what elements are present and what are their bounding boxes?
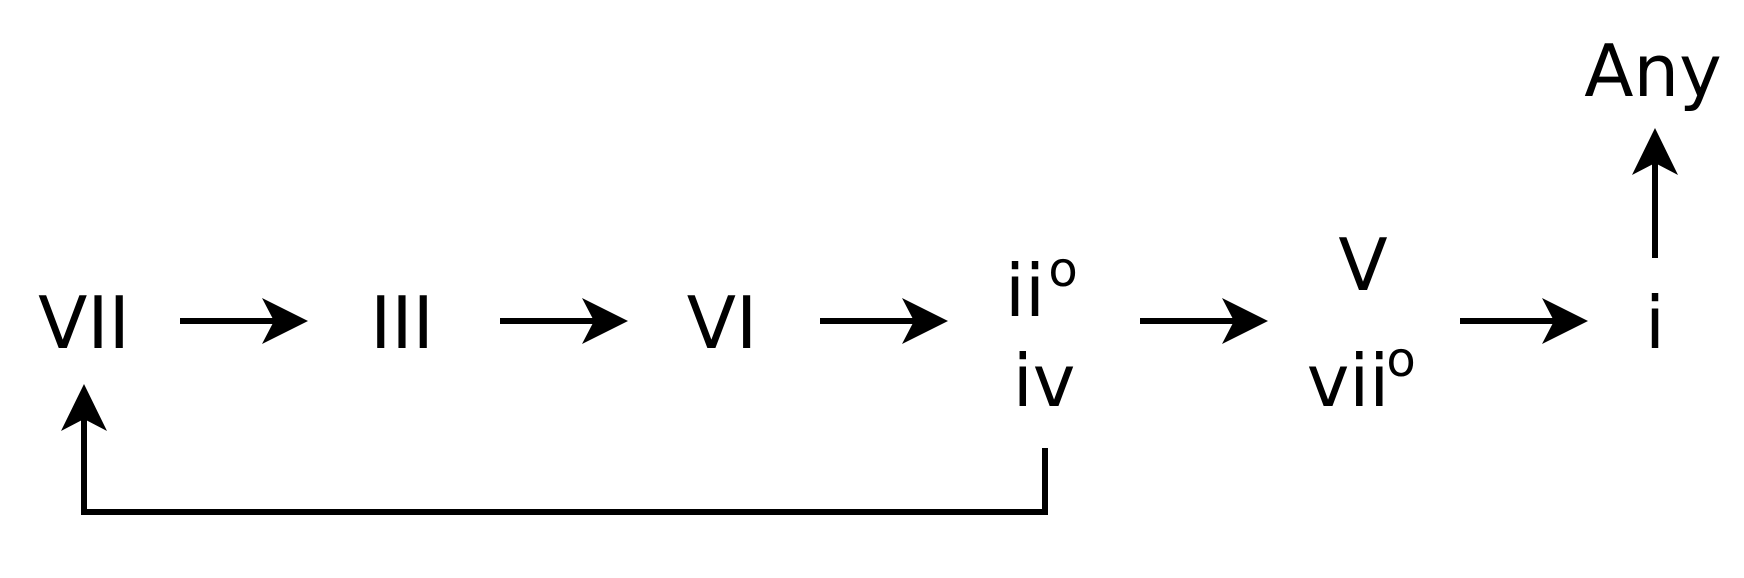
edge-vi-to-ii-iv: [820, 298, 948, 344]
node-iv-minor: iv: [1013, 339, 1076, 423]
node-iii-major: III: [370, 281, 434, 365]
node-vii-major: VII: [38, 281, 130, 365]
node-ii-diminished: ii: [1005, 249, 1045, 333]
edge-iii-to-vi: [500, 298, 628, 344]
edge-i-to-any: [1632, 128, 1678, 258]
arrowhead-icon: [61, 384, 107, 431]
arrowhead-icon: [582, 298, 628, 344]
arrowhead-icon: [1632, 128, 1678, 175]
edge-ii-iv-to-vii-return: [61, 384, 1048, 515]
arrowhead-icon: [1542, 298, 1588, 344]
edge-v-vii-to-i: [1460, 298, 1588, 344]
edge-vii-to-iii: [180, 298, 308, 344]
arrowhead-icon: [1222, 298, 1268, 344]
node-vii-diminished-symbol: o: [1386, 332, 1415, 388]
edge-ii-iv-to-v-vii: [1140, 298, 1268, 344]
node-any: Any: [1584, 29, 1722, 113]
node-vi-major: VI: [687, 281, 758, 365]
node-v-major: V: [1338, 223, 1387, 307]
node-i-minor: i: [1645, 281, 1665, 365]
node-ii-diminished-symbol: o: [1048, 242, 1077, 298]
node-vii-diminished: vii: [1307, 339, 1390, 423]
arrowhead-icon: [902, 298, 948, 344]
arrowhead-icon: [262, 298, 308, 344]
